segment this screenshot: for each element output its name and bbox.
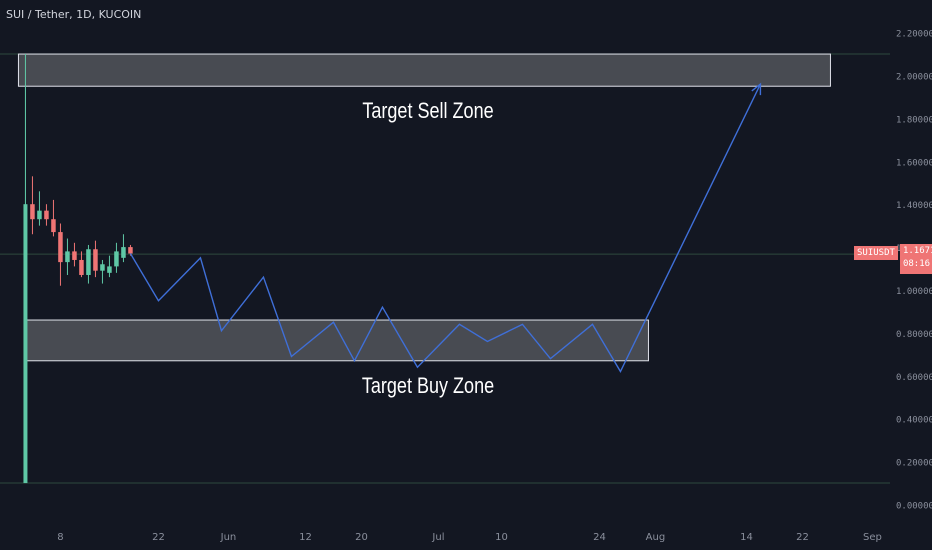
candle-body xyxy=(128,247,133,254)
candle-layer xyxy=(23,54,133,484)
x-tick-label: 20 xyxy=(355,532,368,543)
y-tick-label: 1.40000 xyxy=(896,201,932,211)
candle-body xyxy=(86,249,91,275)
x-tick-label: 12 xyxy=(299,532,312,543)
y-tick-label: 0.60000 xyxy=(896,373,932,383)
x-tick-label: 10 xyxy=(495,532,508,543)
y-tick-label: 2.00000 xyxy=(896,73,932,83)
symbol-title: SUI / Tether, 1D, KUCOIN xyxy=(6,8,142,21)
y-tick-label: 0.00000 xyxy=(896,502,932,512)
y-tick-label: 0.20000 xyxy=(896,459,932,469)
candle-body xyxy=(114,251,119,267)
x-tick-label: 24 xyxy=(593,532,606,543)
label-layer: Target Sell Zone Target Buy Zone xyxy=(362,100,494,399)
candle-body xyxy=(79,259,84,275)
sell-zone xyxy=(17,53,831,87)
candle-body xyxy=(23,204,28,484)
y-tick-label: 1.80000 xyxy=(896,115,932,125)
x-tick-label: Aug xyxy=(646,532,666,543)
x-tick-label: Sep xyxy=(863,532,882,543)
projection-arrowhead xyxy=(751,82,762,96)
candle-body xyxy=(51,219,56,233)
price-badge-countdown: 08:16:35 xyxy=(902,259,932,269)
price-badge-values: 1.16712 08:16:35 xyxy=(899,244,932,274)
y-tick-label: 0.40000 xyxy=(896,416,932,426)
x-tick-label: Jul xyxy=(431,532,444,543)
x-tick-label: 22 xyxy=(152,532,165,543)
projection-line xyxy=(129,83,762,373)
buy-zone xyxy=(24,319,649,362)
x-tick-label: 22 xyxy=(796,532,809,543)
candle-body xyxy=(44,210,49,220)
candle-body xyxy=(58,232,63,263)
candle-body xyxy=(121,247,126,258)
x-tick-label: 8 xyxy=(57,532,63,543)
price-badge-symbol: SUIUSDT xyxy=(854,246,898,260)
candle-body xyxy=(72,251,77,260)
candle-body xyxy=(100,264,105,271)
y-tick-label: 0.80000 xyxy=(896,330,932,340)
x-tick-label: 14 xyxy=(740,532,753,543)
projection-layer xyxy=(129,82,762,373)
x-tick-label: Jun xyxy=(220,532,237,543)
candle-body xyxy=(107,266,112,273)
y-tick-label: 2.20000 xyxy=(896,30,932,40)
candle-body xyxy=(30,204,35,220)
candle-body xyxy=(37,210,42,220)
price-badge: SUIUSDT 1.16712 08:16:35 xyxy=(854,244,932,274)
y-tick-label: 1.00000 xyxy=(896,287,932,297)
axis-layer: 0.00000 0.20000 0.40000 0.60000 0.80000 1.000… xyxy=(57,30,932,543)
candle-body xyxy=(93,249,98,271)
y-tick-label: 1.60000 xyxy=(896,158,932,168)
candle-body xyxy=(65,251,70,263)
price-badge-price: 1.16712 xyxy=(902,246,932,256)
sell-zone-label: Target Sell Zone xyxy=(362,100,493,124)
buy-zone-label: Target Buy Zone xyxy=(362,374,494,398)
zone-layer xyxy=(17,53,831,362)
